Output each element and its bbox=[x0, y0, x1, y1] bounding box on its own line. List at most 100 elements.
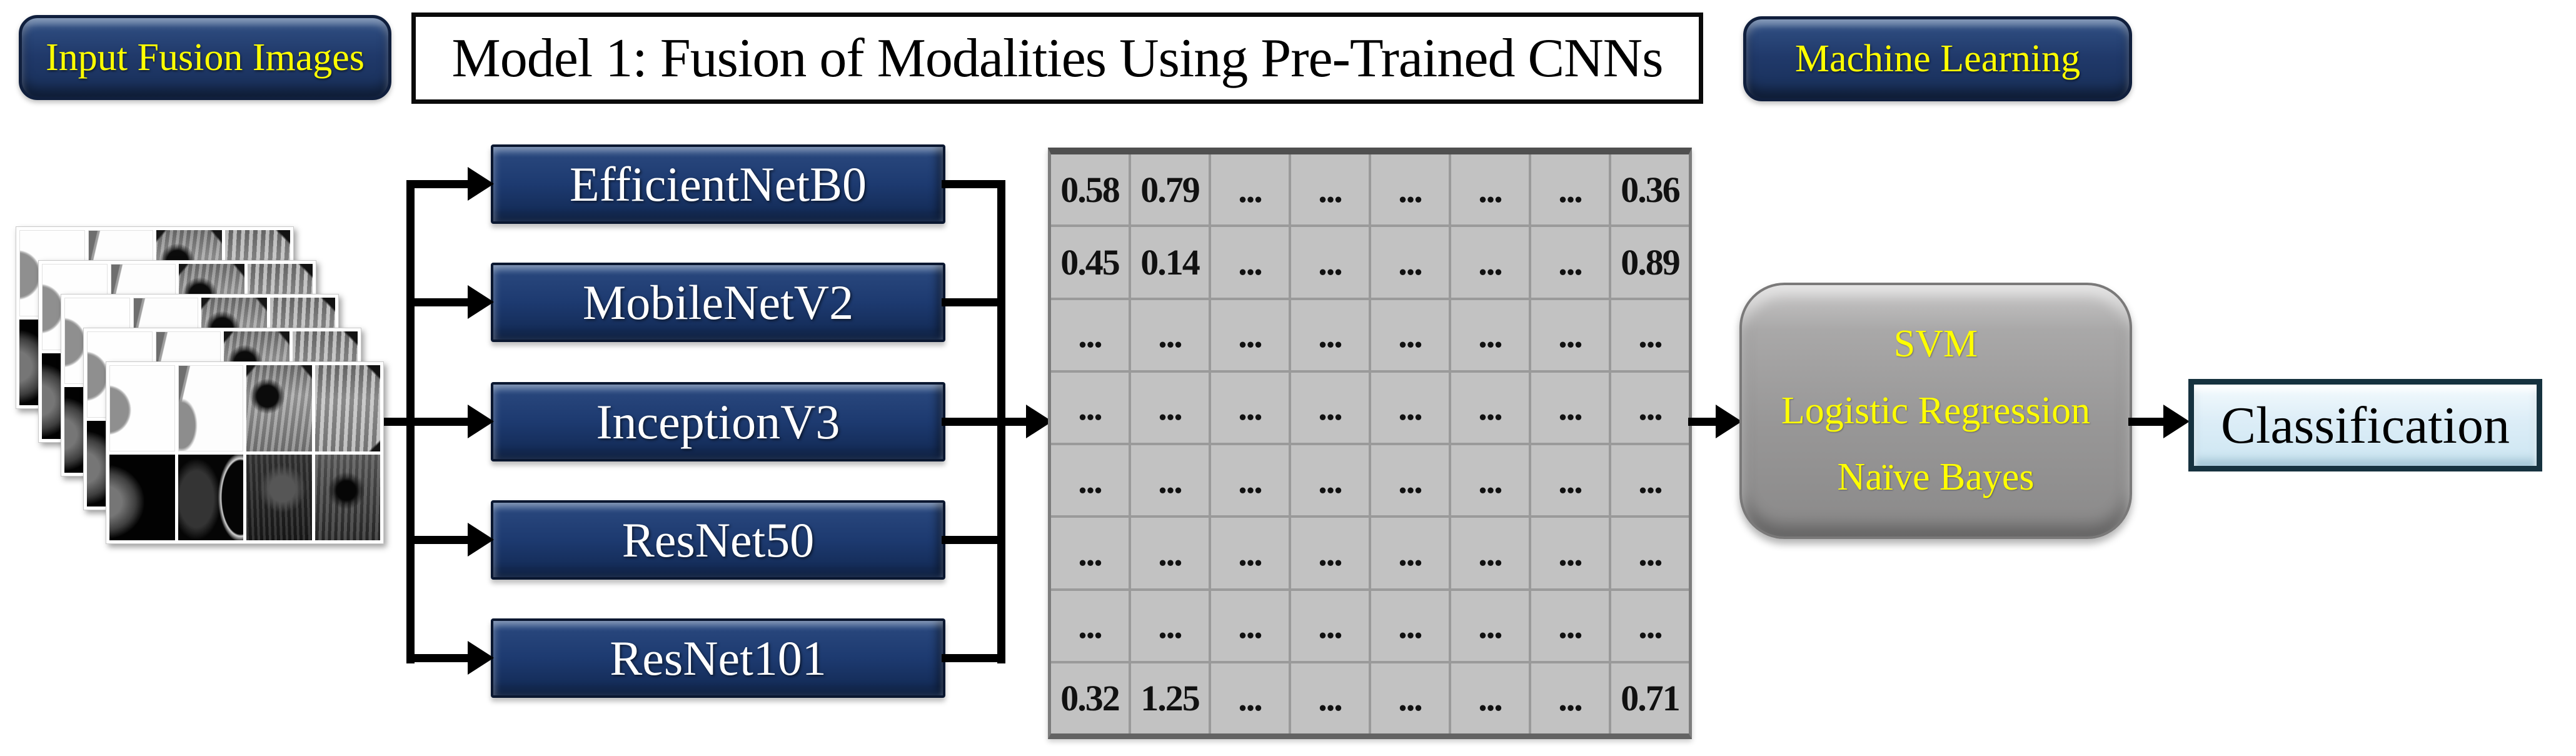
classifier-naive-bayes: Naïve Bayes bbox=[1837, 456, 2035, 499]
matrix-cell: ... bbox=[1451, 154, 1529, 225]
matrix-cell: ... bbox=[1131, 590, 1209, 661]
matrix-cell: ... bbox=[1371, 154, 1449, 225]
matrix-cell: 0.14 bbox=[1131, 227, 1209, 298]
matrix-cell: ... bbox=[1451, 590, 1529, 661]
matrix-cell: ... bbox=[1611, 300, 1689, 370]
arrowhead-to-classification bbox=[2163, 405, 2190, 438]
matrix-cell: ... bbox=[1451, 518, 1529, 588]
matrix-cell: ... bbox=[1451, 300, 1529, 370]
matrix-cell: ... bbox=[1291, 663, 1369, 733]
matrix-cell: ... bbox=[1531, 663, 1609, 733]
matrix-cell: ... bbox=[1051, 518, 1129, 588]
matrix-cell: ... bbox=[1531, 445, 1609, 516]
fusion-image-stack bbox=[16, 226, 391, 552]
mammogram-thumbnail bbox=[178, 454, 243, 540]
matrix-cell: ... bbox=[1451, 445, 1529, 516]
matrix-cell: ... bbox=[1451, 372, 1529, 443]
connector-merge-line bbox=[942, 298, 1005, 306]
classification-box: Classification bbox=[2188, 379, 2542, 471]
matrix-cell: 0.45 bbox=[1051, 227, 1129, 298]
model-title: Model 1: Fusion of Modalities Using Pre-… bbox=[451, 28, 1664, 89]
matrix-cell: ... bbox=[1291, 154, 1369, 225]
mammogram-thumbnail bbox=[109, 454, 175, 540]
cnn-box-resnet50: ResNet50 bbox=[491, 500, 945, 580]
matrix-cell: ... bbox=[1211, 154, 1289, 225]
matrix-cell: ... bbox=[1291, 300, 1369, 370]
arrowhead-to-resnet50 bbox=[468, 523, 494, 557]
matrix-cell: ... bbox=[1211, 227, 1289, 298]
matrix-cell: ... bbox=[1131, 518, 1209, 588]
matrix-cell: ... bbox=[1131, 445, 1209, 516]
matrix-cell: 0.79 bbox=[1131, 154, 1209, 225]
matrix-cell: ... bbox=[1211, 518, 1289, 588]
matrix-cell: 1.25 bbox=[1131, 663, 1209, 733]
arrowhead-to-inceptionv3 bbox=[468, 405, 494, 438]
connector-merge-line bbox=[942, 418, 1005, 426]
matrix-cell: ... bbox=[1531, 154, 1609, 225]
ultrasound-thumbnail bbox=[314, 365, 380, 451]
matrix-cell: ... bbox=[1611, 372, 1689, 443]
classifier-box: SVM Logistic Regression Naïve Bayes bbox=[1739, 283, 2132, 539]
cnn-label: MobileNetV2 bbox=[582, 275, 854, 330]
arrowhead-to-efficientnetb0 bbox=[468, 167, 494, 201]
input-fusion-images-label: Input Fusion Images bbox=[46, 36, 365, 79]
matrix-cell: ... bbox=[1291, 518, 1369, 588]
matrix-cell: ... bbox=[1211, 590, 1289, 661]
matrix-cell: ... bbox=[1291, 445, 1369, 516]
matrix-cell: ... bbox=[1531, 518, 1609, 588]
matrix-cell: ... bbox=[1291, 590, 1369, 661]
matrix-cell: ... bbox=[1611, 590, 1689, 661]
mammogram-thumbnail bbox=[109, 365, 175, 451]
machine-learning-badge: Machine Learning bbox=[1743, 16, 2132, 101]
cnn-label: EfficientNetB0 bbox=[569, 156, 867, 211]
connector-merge-line bbox=[942, 654, 1005, 662]
matrix-cell: ... bbox=[1531, 372, 1609, 443]
cnn-box-efficientnetb0: EfficientNetB0 bbox=[491, 144, 945, 224]
matrix-cell: 0.36 bbox=[1611, 154, 1689, 225]
matrix-cell: ... bbox=[1611, 445, 1689, 516]
ultrasound-thumbnail bbox=[314, 454, 380, 540]
matrix-cell: ... bbox=[1051, 445, 1129, 516]
matrix-cell: 0.89 bbox=[1611, 227, 1689, 298]
matrix-cell: ... bbox=[1371, 445, 1449, 516]
matrix-cell: ... bbox=[1531, 300, 1609, 370]
connector-merge-line bbox=[942, 180, 1005, 188]
cnn-label: ResNet50 bbox=[621, 512, 815, 567]
connector-to-matrix bbox=[997, 418, 1029, 426]
matrix-cell: 0.58 bbox=[1051, 154, 1129, 225]
fusion-image-card bbox=[106, 361, 384, 544]
matrix-cell: ... bbox=[1051, 300, 1129, 370]
connector-branch-line bbox=[406, 536, 470, 544]
arrowhead-to-mobilenetv2 bbox=[468, 285, 494, 319]
cnn-label: InceptionV3 bbox=[596, 394, 840, 449]
connector-merge-line bbox=[942, 536, 1005, 544]
connector-branch-line bbox=[406, 418, 470, 426]
matrix-cell: ... bbox=[1211, 663, 1289, 733]
classifier-logistic-regression: Logistic Regression bbox=[1781, 389, 2091, 432]
matrix-cell: ... bbox=[1291, 227, 1369, 298]
cnn-box-resnet101: ResNet101 bbox=[491, 618, 945, 698]
connector-branch-line bbox=[406, 654, 470, 662]
connector-to-classifiers bbox=[1688, 418, 1718, 426]
matrix-cell: ... bbox=[1211, 372, 1289, 443]
matrix-cell: ... bbox=[1371, 300, 1449, 370]
connector-branch-line bbox=[406, 180, 470, 188]
arrowhead-to-resnet101 bbox=[468, 641, 494, 675]
model-title-box: Model 1: Fusion of Modalities Using Pre-… bbox=[411, 13, 1703, 104]
matrix-cell: ... bbox=[1371, 372, 1449, 443]
connector-to-classification bbox=[2128, 418, 2167, 426]
matrix-cell: ... bbox=[1611, 518, 1689, 588]
matrix-cell: ... bbox=[1451, 663, 1529, 733]
matrix-cell: ... bbox=[1451, 227, 1529, 298]
classifier-svm: SVM bbox=[1893, 323, 1978, 366]
matrix-cell: ... bbox=[1051, 372, 1129, 443]
arrowhead-to-classifiers bbox=[1716, 405, 1742, 438]
matrix-cell: ... bbox=[1131, 300, 1209, 370]
feature-matrix: 0.58 0.79............... 0.36 0.45 0.14.....… bbox=[1048, 148, 1692, 739]
matrix-cell: ... bbox=[1371, 518, 1449, 588]
matrix-cell: ... bbox=[1371, 663, 1449, 733]
matrix-cell: ... bbox=[1531, 590, 1609, 661]
matrix-cell: ... bbox=[1211, 300, 1289, 370]
ultrasound-thumbnail bbox=[246, 365, 312, 451]
